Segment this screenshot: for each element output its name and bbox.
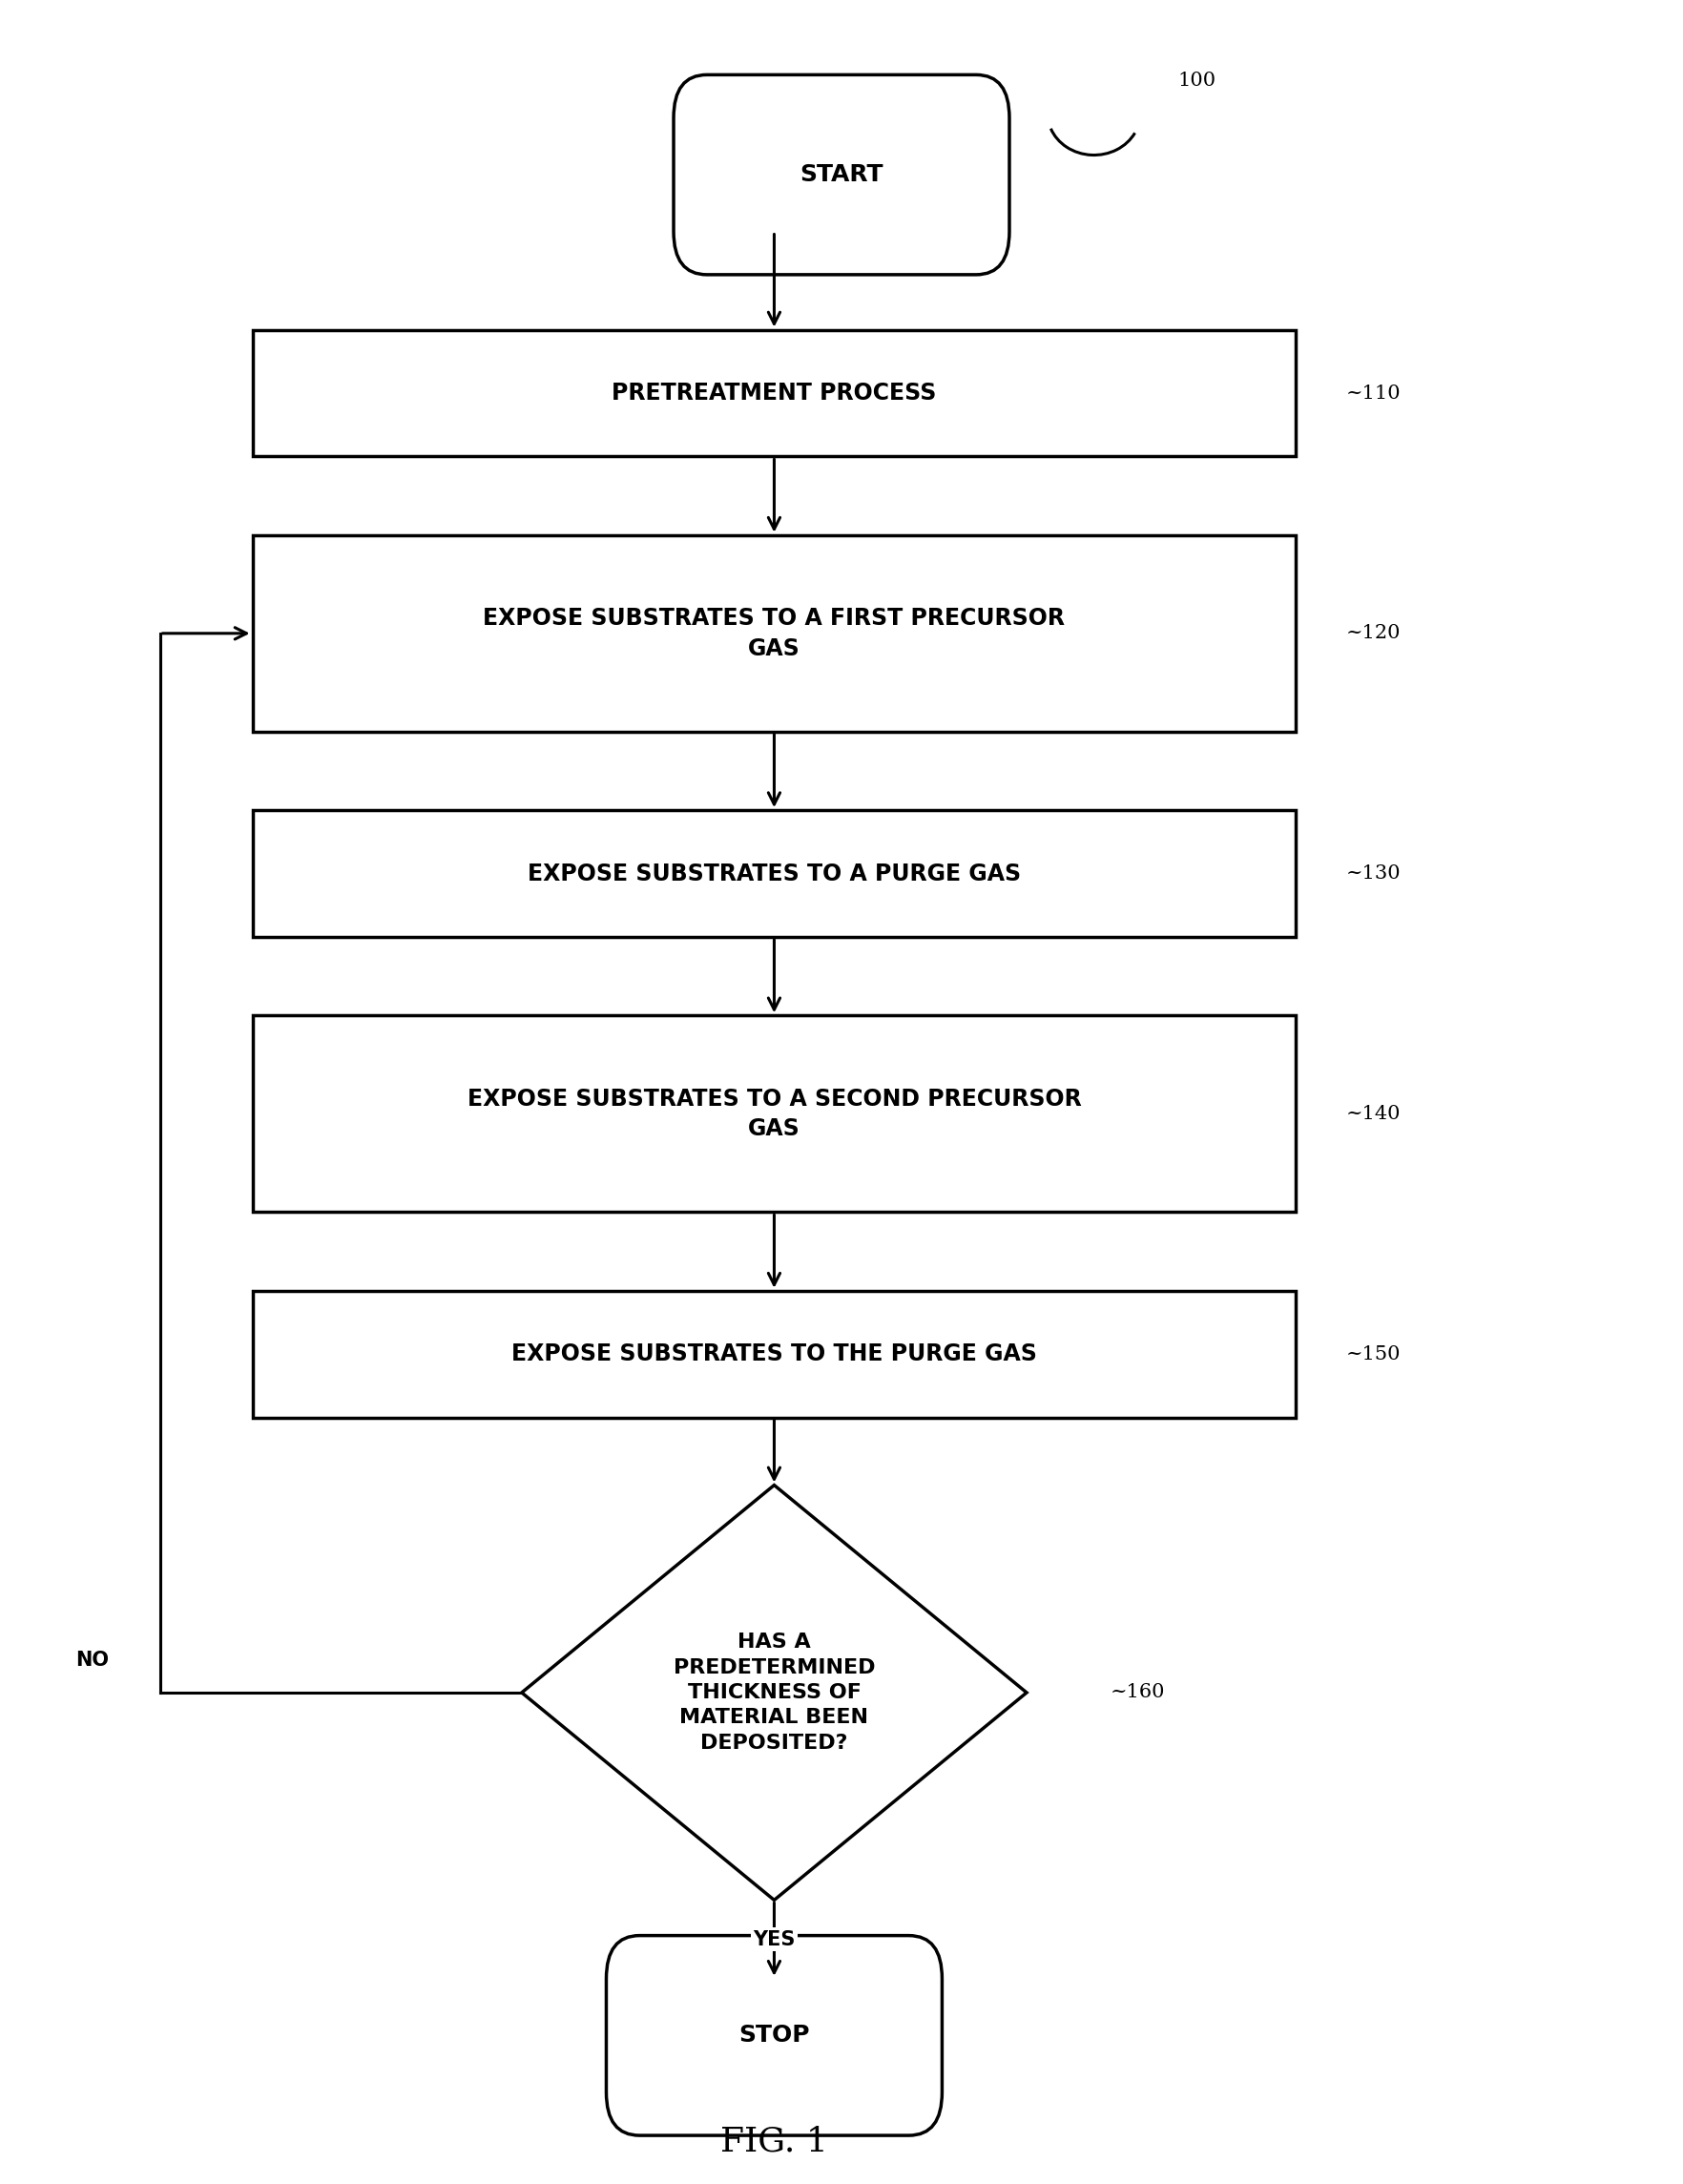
Text: EXPOSE SUBSTRATES TO A SECOND PRECURSOR
GAS: EXPOSE SUBSTRATES TO A SECOND PRECURSOR … xyxy=(468,1088,1080,1140)
Text: EXPOSE SUBSTRATES TO THE PURGE GAS: EXPOSE SUBSTRATES TO THE PURGE GAS xyxy=(512,1343,1037,1365)
Bar xyxy=(252,810,1296,937)
FancyBboxPatch shape xyxy=(673,74,1010,275)
Text: ~110: ~110 xyxy=(1346,384,1402,402)
Text: EXPOSE SUBSTRATES TO A PURGE GAS: EXPOSE SUBSTRATES TO A PURGE GAS xyxy=(527,863,1022,885)
Bar xyxy=(252,330,1296,456)
Text: NO: NO xyxy=(76,1651,109,1669)
Text: ~160: ~160 xyxy=(1111,1684,1166,1701)
Text: ~120: ~120 xyxy=(1346,625,1402,642)
Text: ~140: ~140 xyxy=(1346,1105,1402,1123)
Text: START: START xyxy=(799,164,884,186)
Text: EXPOSE SUBSTRATES TO A FIRST PRECURSOR
GAS: EXPOSE SUBSTRATES TO A FIRST PRECURSOR G… xyxy=(483,607,1065,660)
Bar xyxy=(252,1016,1296,1212)
Text: ~150: ~150 xyxy=(1346,1345,1402,1363)
Text: HAS A
PREDETERMINED
THICKNESS OF
MATERIAL BEEN
DEPOSITED?: HAS A PREDETERMINED THICKNESS OF MATERIA… xyxy=(673,1634,875,1752)
Bar xyxy=(252,535,1296,732)
Polygon shape xyxy=(522,1485,1027,1900)
Text: 100: 100 xyxy=(1178,72,1217,90)
Text: PRETREATMENT PROCESS: PRETREATMENT PROCESS xyxy=(613,382,936,404)
FancyBboxPatch shape xyxy=(606,1935,942,2136)
Text: ~130: ~130 xyxy=(1346,865,1402,882)
Text: YES: YES xyxy=(752,1931,796,1948)
Text: FIG. 1: FIG. 1 xyxy=(720,2125,828,2158)
Text: STOP: STOP xyxy=(739,2025,810,2046)
Bar xyxy=(252,1291,1296,1417)
